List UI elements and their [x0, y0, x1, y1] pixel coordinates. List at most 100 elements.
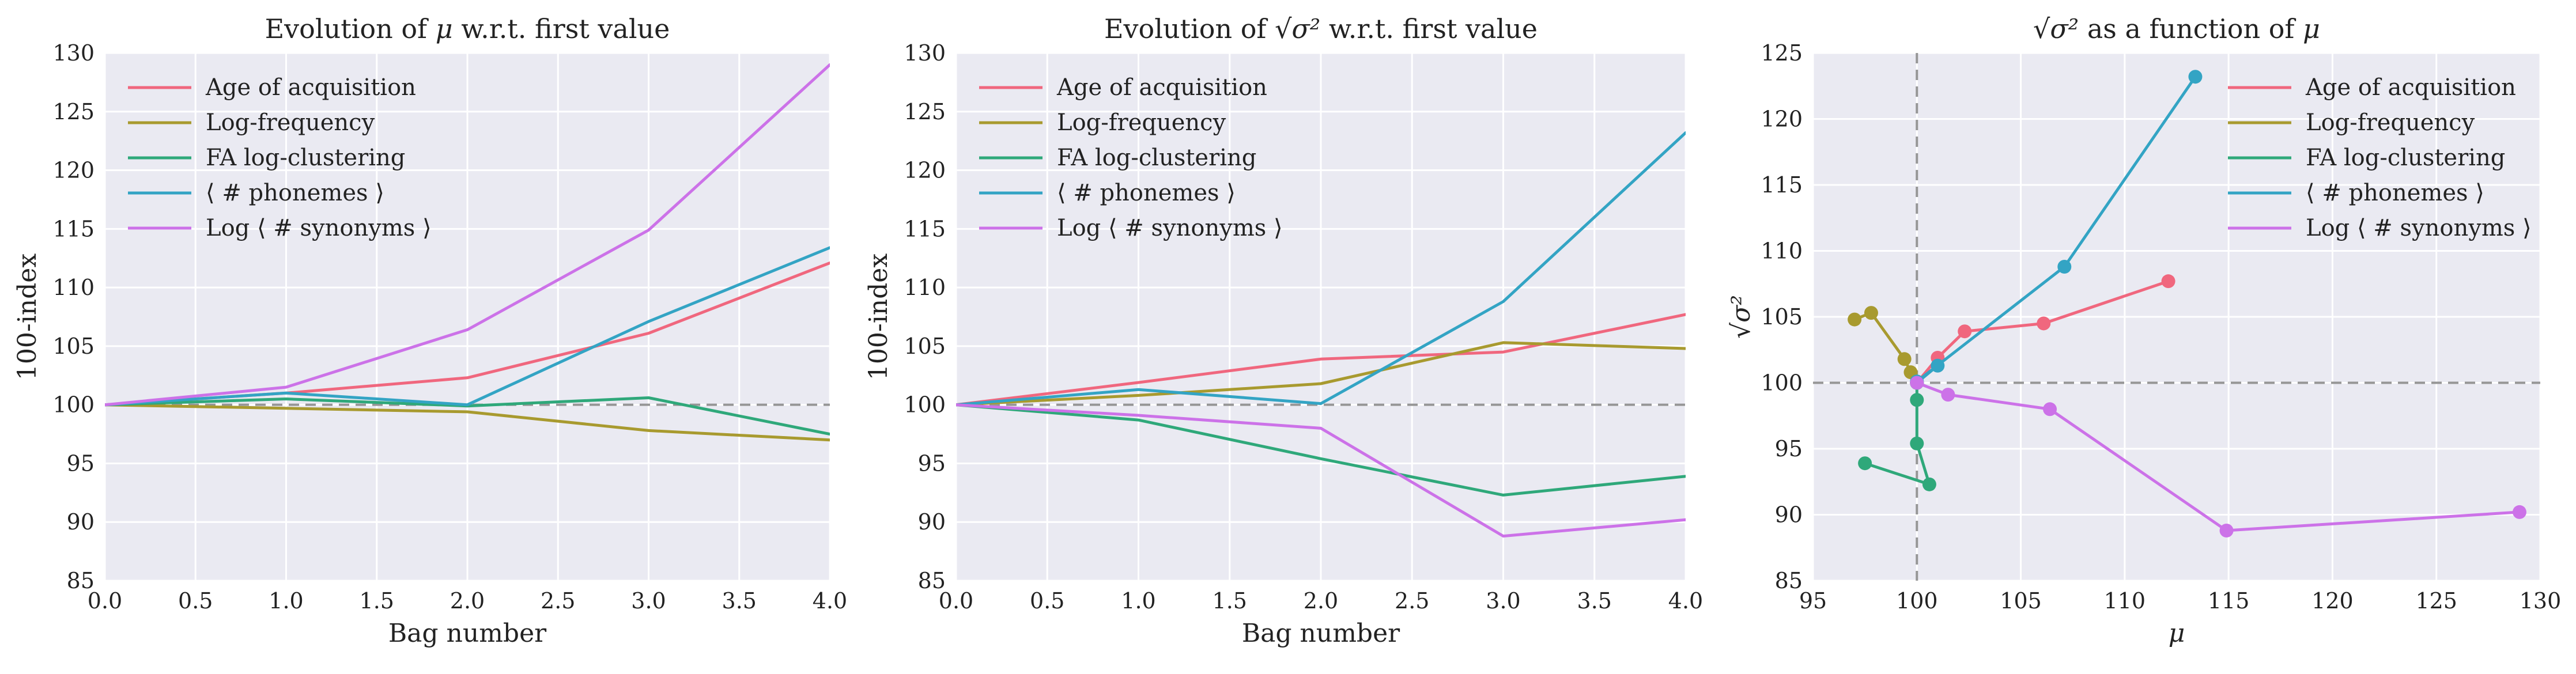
chart-title: Evolution of μ w.r.t. first value	[265, 13, 670, 44]
data-point	[1941, 388, 1955, 402]
data-point	[1922, 477, 1936, 491]
x-tick-label: 4.0	[1668, 588, 1703, 614]
y-tick-label: 115	[1761, 172, 1803, 198]
x-tick-label: 1.0	[1121, 588, 1155, 614]
title-part: w.r.t. first value	[1320, 13, 1538, 44]
x-tick-label: 3.5	[1577, 588, 1612, 614]
x-tick-label: 1.5	[1213, 588, 1247, 614]
series-line-5	[956, 403, 1686, 538]
title-part: μ	[436, 13, 453, 44]
x-tick-label: 115	[2208, 588, 2250, 614]
x-tick-label: 95	[1799, 588, 1827, 614]
series-group	[105, 63, 830, 442]
legend: Age of acquisition Log-frequency FA log-cl…	[128, 74, 432, 241]
legend-label: Log ⟨ # synonyms ⟩	[2306, 215, 2532, 241]
data-point	[1864, 306, 1878, 320]
x-tick-label: 0.5	[178, 588, 213, 614]
y-tick-label: 110	[52, 275, 95, 300]
data-point	[1858, 456, 1872, 471]
legend-label: FA log-clustering	[1057, 145, 1256, 171]
data-point	[2161, 274, 2175, 289]
x-tick-label: 130	[2520, 588, 2562, 614]
data-point	[1910, 436, 1924, 450]
x-tick-label: 105	[2000, 588, 2042, 614]
series-line-3	[956, 403, 1686, 497]
y-tick-label: 100	[52, 392, 95, 418]
y-tick-label: 95	[918, 450, 946, 476]
x-axis-label: Bag number	[1242, 619, 1400, 648]
title-part: as a function of	[2079, 13, 2303, 44]
chart-panel-1: 0.0 0.5 1.0 1.5 2.0 2.5 3.0 3.5 4.0 85 90 95 100 105 1…	[13, 13, 847, 648]
series-line-5	[105, 63, 830, 407]
y-tick-label: 85	[1775, 568, 1803, 593]
series-line-4	[105, 246, 830, 407]
legend-label: Age of acquisition	[1056, 74, 1267, 101]
x-tick-label: 0.0	[939, 588, 973, 614]
y-tick-label: 90	[918, 509, 946, 535]
data-point	[1897, 352, 1912, 366]
data-point	[2219, 523, 2234, 537]
y-tick-label: 100	[904, 392, 946, 418]
x-axis-label: Bag number	[388, 619, 547, 648]
x-tick-label: 0.5	[1030, 588, 1064, 614]
y-tick-label: 85	[918, 568, 946, 593]
y-tick-label: 105	[1761, 304, 1803, 330]
data-point	[1910, 393, 1924, 407]
y-tick-label: 130	[52, 40, 95, 66]
data-point	[2512, 505, 2526, 519]
series-group	[1848, 70, 2526, 537]
title-part: μ	[2303, 13, 2320, 44]
y-tick-label: 105	[52, 334, 95, 359]
title-part: √σ²	[1275, 13, 1320, 44]
x-tick-label: 120	[2311, 588, 2354, 614]
title-part: √σ²	[2033, 13, 2079, 44]
title-part: Evolution of	[265, 13, 436, 44]
y-axis-label: 100-index	[864, 253, 893, 380]
y-tick-label: 95	[67, 450, 95, 476]
y-tick-label: 95	[1775, 436, 1803, 461]
legend-label: Age of acquisition	[205, 74, 416, 101]
y-tick-label: 110	[904, 275, 946, 300]
data-point	[1848, 312, 1862, 327]
y-tick-label: 120	[1761, 107, 1803, 132]
x-tick-label: 2.0	[1304, 588, 1338, 614]
x-tick-label: 2.0	[450, 588, 485, 614]
legend-label: Log ⟨ # synonyms ⟩	[206, 215, 432, 241]
series-line-2	[956, 341, 1686, 407]
series-group	[956, 131, 1686, 538]
x-tick-label: 2.5	[541, 588, 575, 614]
chart-panel-3: 95 100 105 110 115 120 125 130 85 90 95 100 105 110 11…	[1727, 13, 2561, 648]
y-tick-label: 85	[67, 568, 95, 593]
legend-label: Age of acquisition	[2305, 74, 2516, 101]
data-point	[2037, 316, 2051, 331]
y-tick-label: 90	[67, 509, 95, 535]
title-part: w.r.t. first value	[453, 13, 670, 44]
legend-label: FA log-clustering	[2306, 145, 2505, 171]
y-tick-label: 100	[1761, 370, 1803, 396]
x-tick-label: 100	[1896, 588, 1938, 614]
x-tick-label: 1.0	[269, 588, 303, 614]
data-point	[2057, 259, 2072, 274]
y-tick-label: 120	[52, 158, 95, 183]
chart-title: Evolution of √σ² w.r.t. first value	[1104, 13, 1538, 44]
x-tick-label: 125	[2415, 588, 2457, 614]
title-part: Evolution of	[1104, 13, 1275, 44]
legend: Age of acquisition Log-frequency FA log-cl…	[2228, 74, 2532, 241]
x-tick-label: 0.0	[88, 588, 122, 614]
data-point	[1931, 358, 1945, 373]
y-tick-label: 115	[52, 216, 95, 241]
x-tick-label: 1.5	[360, 588, 394, 614]
series-line-1	[956, 313, 1686, 407]
tick-labels: 0.0 0.5 1.0 1.5 2.0 2.5 3.0 3.5 4.0 85 90 95 100 105 1…	[904, 40, 1703, 614]
y-axis-label: √σ²	[1727, 295, 1756, 339]
legend-label: Log-frequency	[1057, 109, 1226, 136]
x-tick-label: 3.0	[1486, 588, 1520, 614]
legend-label: FA log-clustering	[206, 145, 405, 171]
series-line-2	[105, 403, 830, 442]
data-point	[2188, 70, 2203, 84]
y-tick-label: 125	[1761, 40, 1803, 66]
y-tick-label: 120	[904, 158, 946, 183]
legend-label: Log ⟨ # synonyms ⟩	[1057, 215, 1283, 241]
tick-labels: 0.0 0.5 1.0 1.5 2.0 2.5 3.0 3.5 4.0 85 90 95 100 105 1…	[52, 40, 847, 614]
